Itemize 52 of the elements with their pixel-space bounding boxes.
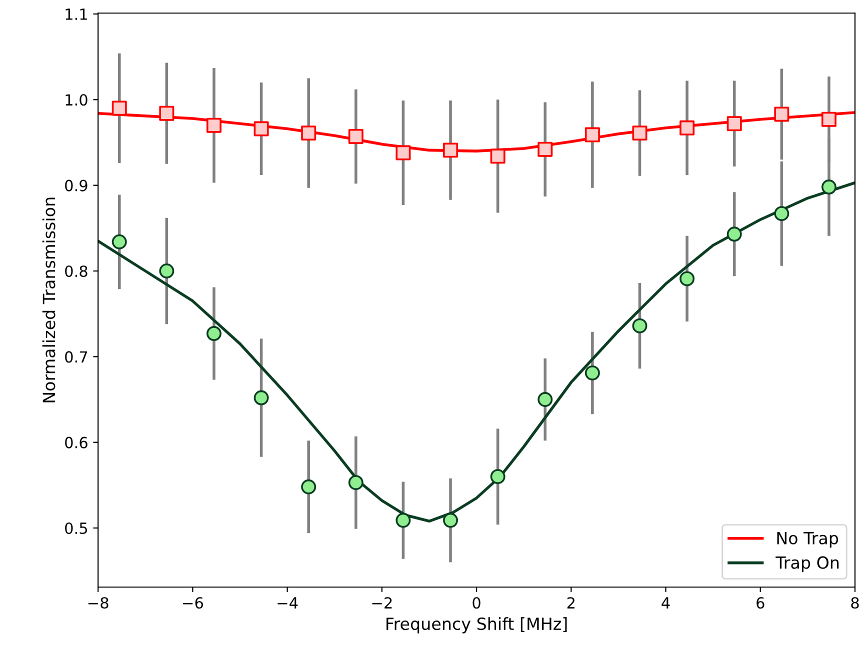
point (584, 127, 600, 142)
x-tick-label: 4 (662, 597, 670, 608)
point (538, 142, 553, 157)
point (301, 479, 316, 494)
point (443, 142, 458, 158)
legend-label: Trap On (776, 556, 839, 572)
point (538, 392, 553, 407)
point (490, 469, 506, 484)
x-tick-label: −8 (88, 597, 108, 609)
point (680, 271, 695, 286)
y-tick-label: 1.1 (66, 8, 87, 20)
point (632, 126, 648, 141)
point (348, 475, 364, 490)
y-axis-title: Normalized Transmission (42, 198, 56, 402)
x-tick-label: −6 (183, 597, 203, 609)
point (396, 512, 411, 528)
y-tick-label: 0.6 (65, 436, 88, 448)
point (112, 234, 127, 250)
y-tick-label: 0.9 (65, 180, 88, 192)
point (726, 116, 742, 132)
y-tick-label: 0.7 (65, 351, 88, 363)
point (254, 121, 269, 136)
point (443, 512, 458, 528)
x-tick-label: 0 (472, 597, 480, 609)
point (348, 128, 364, 144)
point (396, 145, 411, 160)
point (726, 226, 742, 242)
x-tick-label: −2 (372, 597, 392, 608)
point (632, 318, 648, 334)
point (774, 206, 790, 222)
point (774, 106, 790, 122)
x-axis-title: Frequency Shift [MHz] (386, 617, 567, 634)
point (206, 118, 222, 133)
point (159, 264, 174, 278)
point (301, 126, 316, 141)
x-tick-label: 8 (851, 597, 859, 609)
point (254, 390, 269, 406)
point (680, 120, 695, 136)
point (821, 112, 836, 127)
x-tick-label: 6 (756, 597, 764, 609)
y-tick-label: 1.0 (66, 94, 88, 106)
y-tick-label: 0.8 (65, 265, 88, 278)
x-tick-label: −4 (278, 597, 298, 608)
point (112, 100, 127, 116)
x-tick-label: 2 (567, 597, 574, 608)
point (821, 180, 836, 195)
point (206, 326, 222, 342)
legend-label: No Trap (777, 532, 838, 548)
point (490, 148, 506, 164)
point (584, 365, 600, 380)
y-tick-label: 0.5 (65, 522, 88, 534)
point (159, 106, 174, 121)
